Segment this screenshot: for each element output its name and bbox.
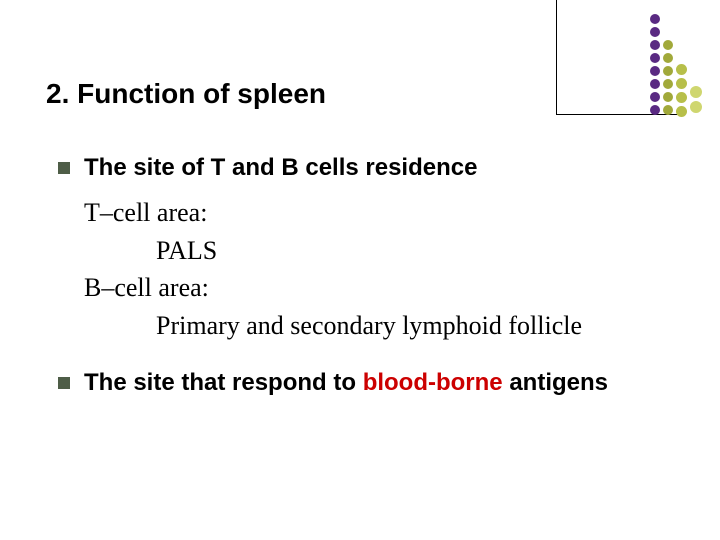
body-line-3: B–cell area:	[84, 269, 680, 307]
slide-title: 2. Function of spleen	[46, 78, 680, 110]
body-line-1: T–cell area:	[84, 194, 680, 232]
bullet-2-text: The site that respond to blood-borne ant…	[84, 369, 608, 397]
bullet-row-1: The site of T and B cells residence	[58, 154, 680, 182]
body-line-2: PALS	[156, 232, 680, 270]
bullet-row-2: The site that respond to blood-borne ant…	[58, 369, 680, 397]
bullet-2-pre: The site that respond to	[84, 369, 363, 396]
bullet-2-post: antigens	[503, 369, 608, 396]
body-block: T–cell area: PALS B–cell area: Primary a…	[84, 194, 680, 345]
slide-content: 2. Function of spleen The site of T and …	[0, 0, 720, 540]
square-bullet-icon	[58, 162, 70, 174]
square-bullet-icon	[58, 377, 70, 389]
bullet-2-emphasis: blood-borne	[363, 369, 503, 396]
body-line-4: Primary and secondary lymphoid follicle	[156, 307, 680, 345]
bullet-1-text: The site of T and B cells residence	[84, 154, 477, 182]
